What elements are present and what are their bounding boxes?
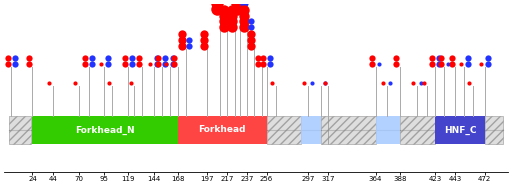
Text: Forkhead: Forkhead (199, 125, 246, 134)
Bar (400, 116, 435, 144)
Bar (376, 116, 400, 144)
Bar (301, 116, 321, 144)
Bar (485, 116, 503, 144)
Text: HNF_C: HNF_C (443, 125, 476, 134)
Bar (178, 116, 267, 144)
Bar (435, 116, 485, 144)
Bar (9, 116, 31, 144)
Text: Forkhead_N: Forkhead_N (75, 125, 135, 134)
Bar (32, 116, 178, 144)
Bar (328, 116, 376, 144)
Bar (321, 116, 328, 144)
Bar (267, 116, 301, 144)
